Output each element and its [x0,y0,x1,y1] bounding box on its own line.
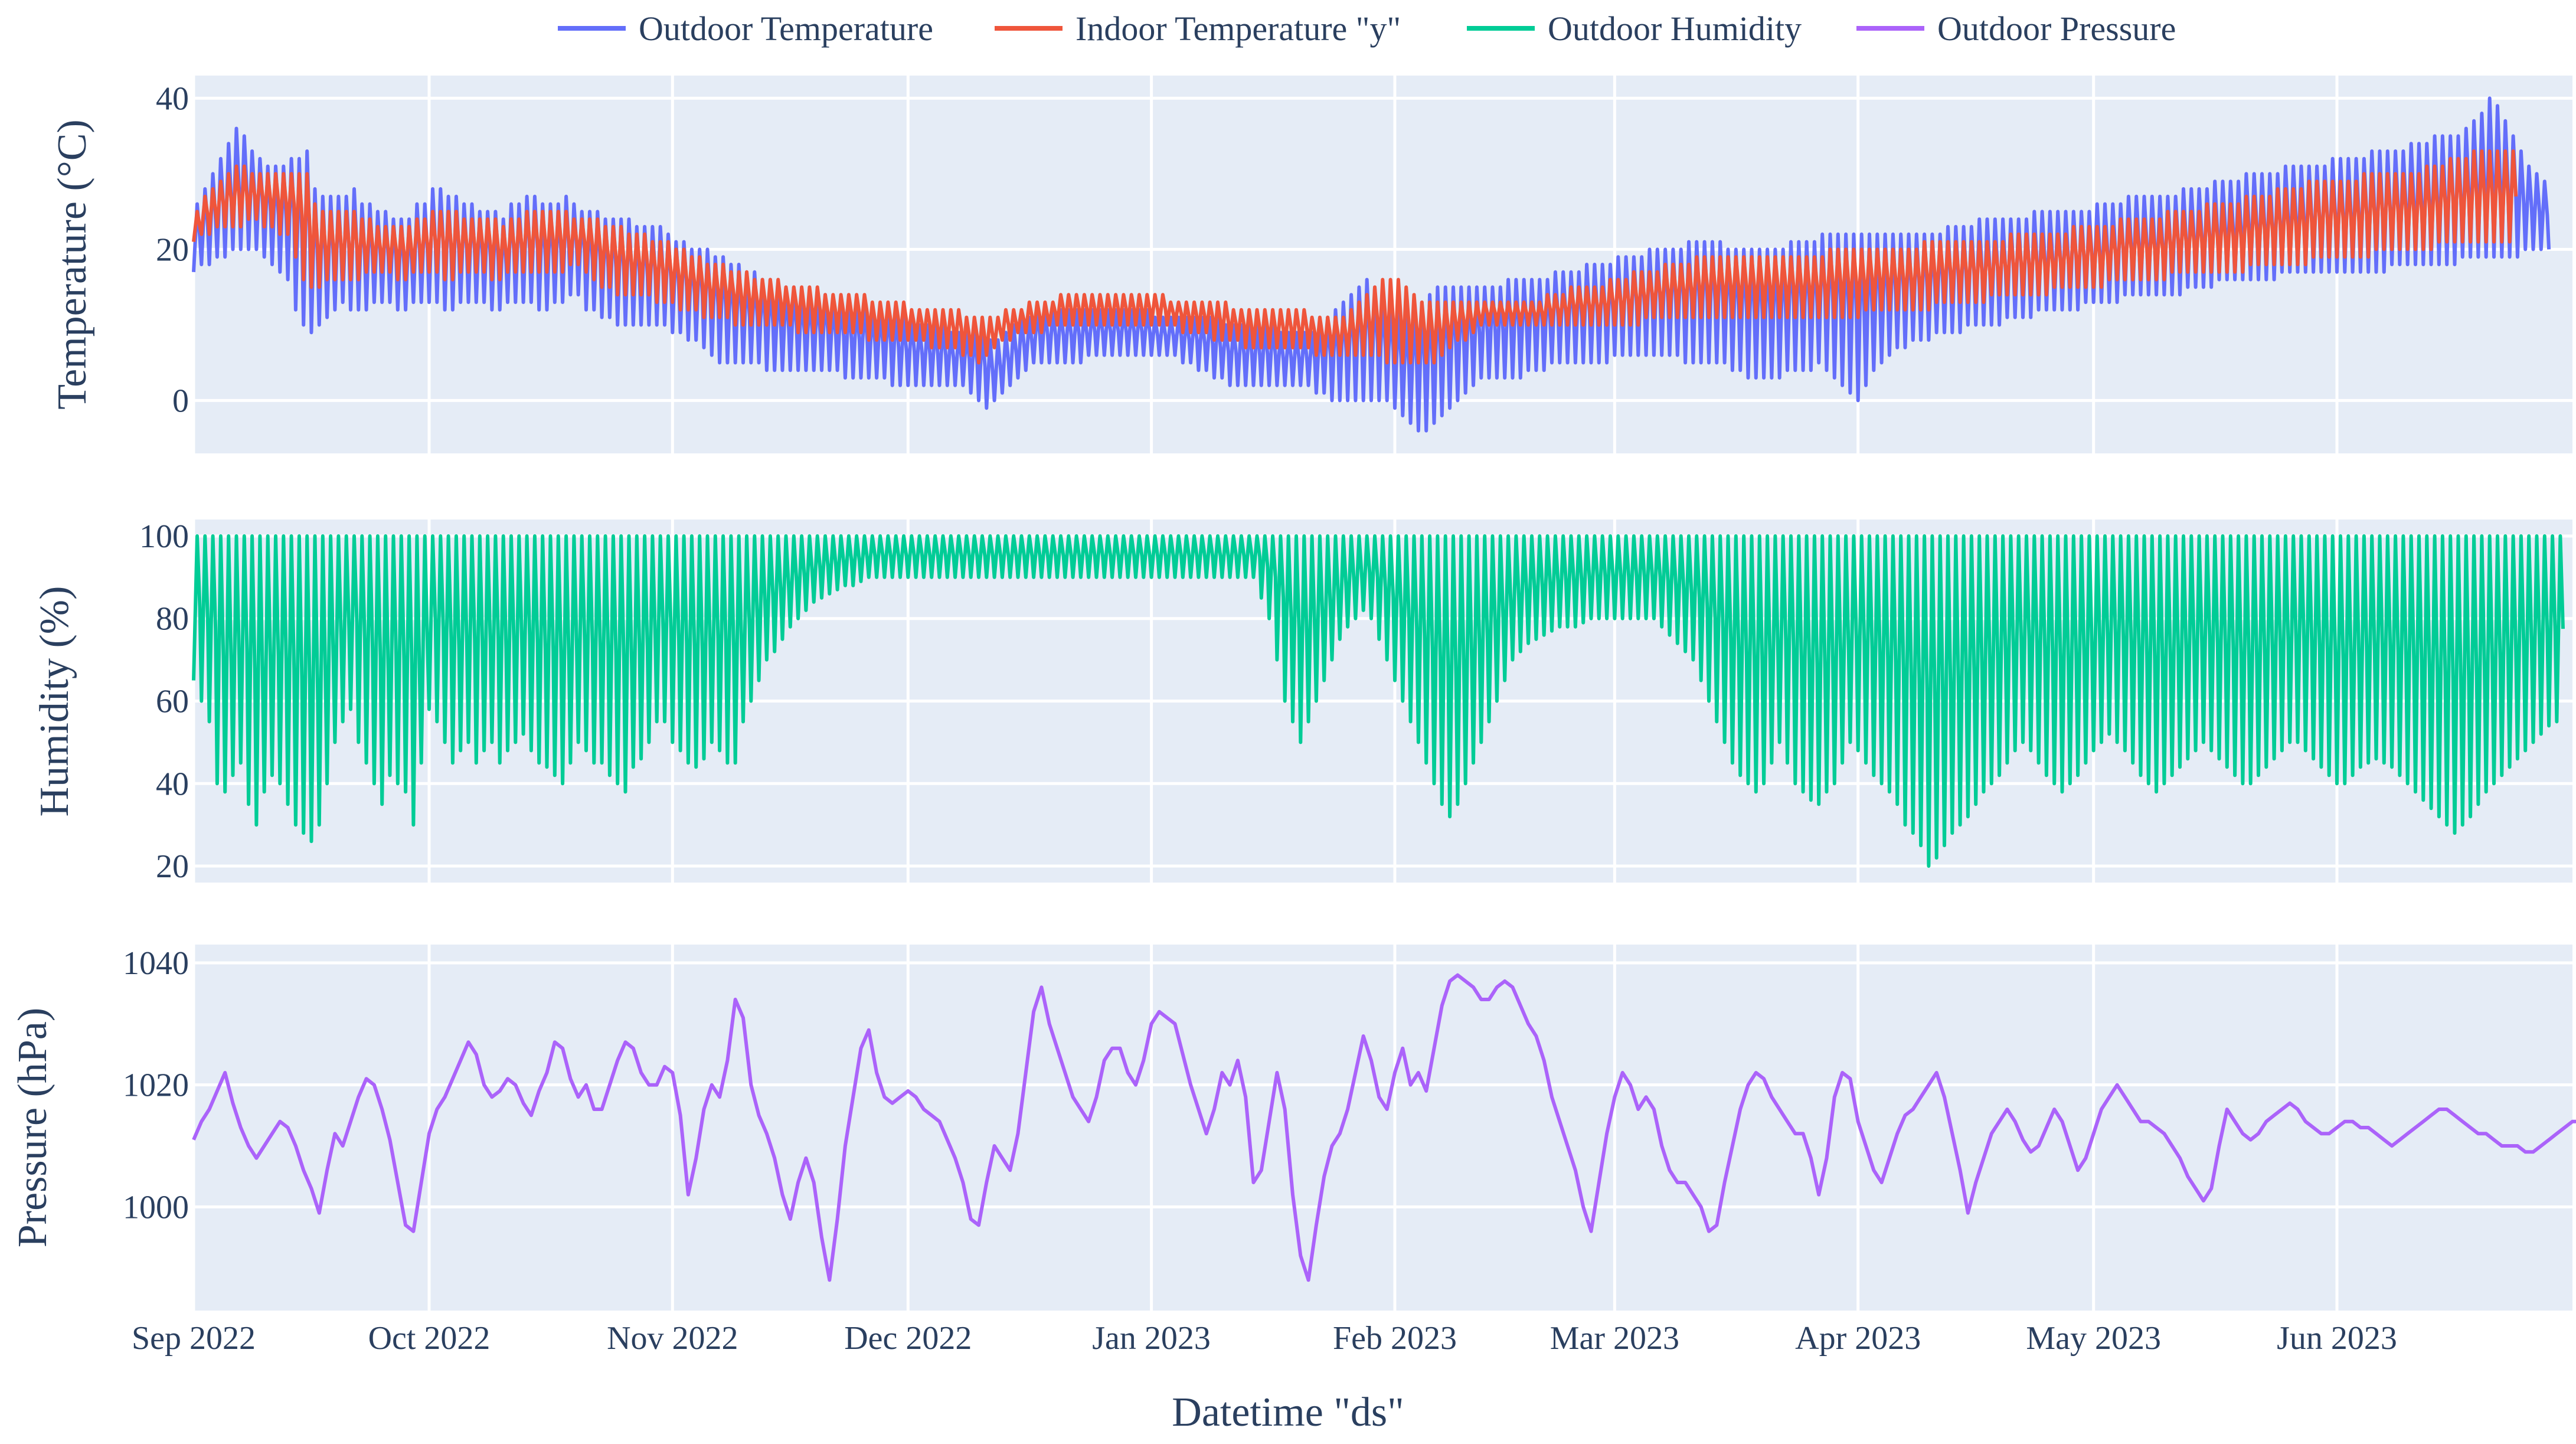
series-line-outdoor-temperature [192,96,2551,433]
x-tick-label: Mar 2023 [1550,1320,1679,1357]
x-tick-label: Apr 2023 [1795,1320,1921,1357]
series-lines [192,96,2576,1282]
pressure-plot-area [194,945,2572,1311]
y-axis-title-temperature: Temperature (°C) [50,119,95,409]
y-tick-label-temperature: 0 [172,383,189,419]
x-tick-labels: Sep 2022 Oct 2022 Nov 2022 Dec 2022 Jan … [132,1320,2397,1357]
y-tick-label-humidity: 20 [156,848,189,885]
y-axis-title-pressure: Pressure (hPa) [10,1008,55,1247]
x-tick-label: Nov 2022 [607,1320,738,1357]
grid-lines [192,76,2572,1311]
legend-item-indoor-temperature[interactable]: Indoor Temperature "y" [995,9,1401,48]
x-tick-label: May 2023 [2026,1320,2161,1357]
y-tick-label-pressure: 1020 [123,1067,189,1104]
x-tick-label: Oct 2022 [368,1320,491,1357]
y-tick-label-humidity: 80 [156,601,189,638]
x-tick-label: Jan 2023 [1092,1320,1211,1357]
x-tick-label: Sep 2022 [132,1320,256,1357]
y-tick-label-humidity: 100 [139,518,189,555]
legend-label-indoor-temperature: Indoor Temperature "y" [1075,9,1401,48]
legend-label-outdoor-temperature: Outdoor Temperature [639,9,933,48]
y-tick-labels: 0 20 40 20 40 60 80 100 1000 1020 1040 [123,80,189,1226]
temperature-plot-area [194,76,2572,453]
x-tick-label: Feb 2023 [1333,1320,1457,1357]
y-tick-label-temperature: 20 [156,231,189,268]
legend-item-outdoor-pressure[interactable]: Outdoor Pressure [1856,9,2176,48]
y-axis-title-humidity: Humidity (%) [32,586,77,817]
series-line-outdoor-pressure [192,973,2576,1282]
x-tick-label: Dec 2022 [844,1320,972,1357]
y-tick-label-pressure: 1000 [123,1189,189,1226]
x-axis-title: Datetime "ds" [1172,1390,1404,1435]
y-tick-label-pressure: 1040 [123,945,189,982]
legend-label-outdoor-humidity: Outdoor Humidity [1548,9,1802,48]
y-tick-label-temperature: 40 [156,80,189,117]
legend-item-outdoor-humidity[interactable]: Outdoor Humidity [1467,9,1802,48]
series-line-indoor-temperature-y [192,149,2518,365]
series-line-outdoor-humidity [192,534,2565,868]
legend-item-outdoor-temperature[interactable]: Outdoor Temperature [558,9,933,48]
x-tick-label: Jun 2023 [2277,1320,2397,1357]
legend: Outdoor Temperature Indoor Temperature "… [558,9,2176,48]
y-tick-label-humidity: 40 [156,766,189,802]
y-tick-label-humidity: 60 [156,684,189,720]
legend-label-outdoor-pressure: Outdoor Pressure [1937,9,2176,48]
